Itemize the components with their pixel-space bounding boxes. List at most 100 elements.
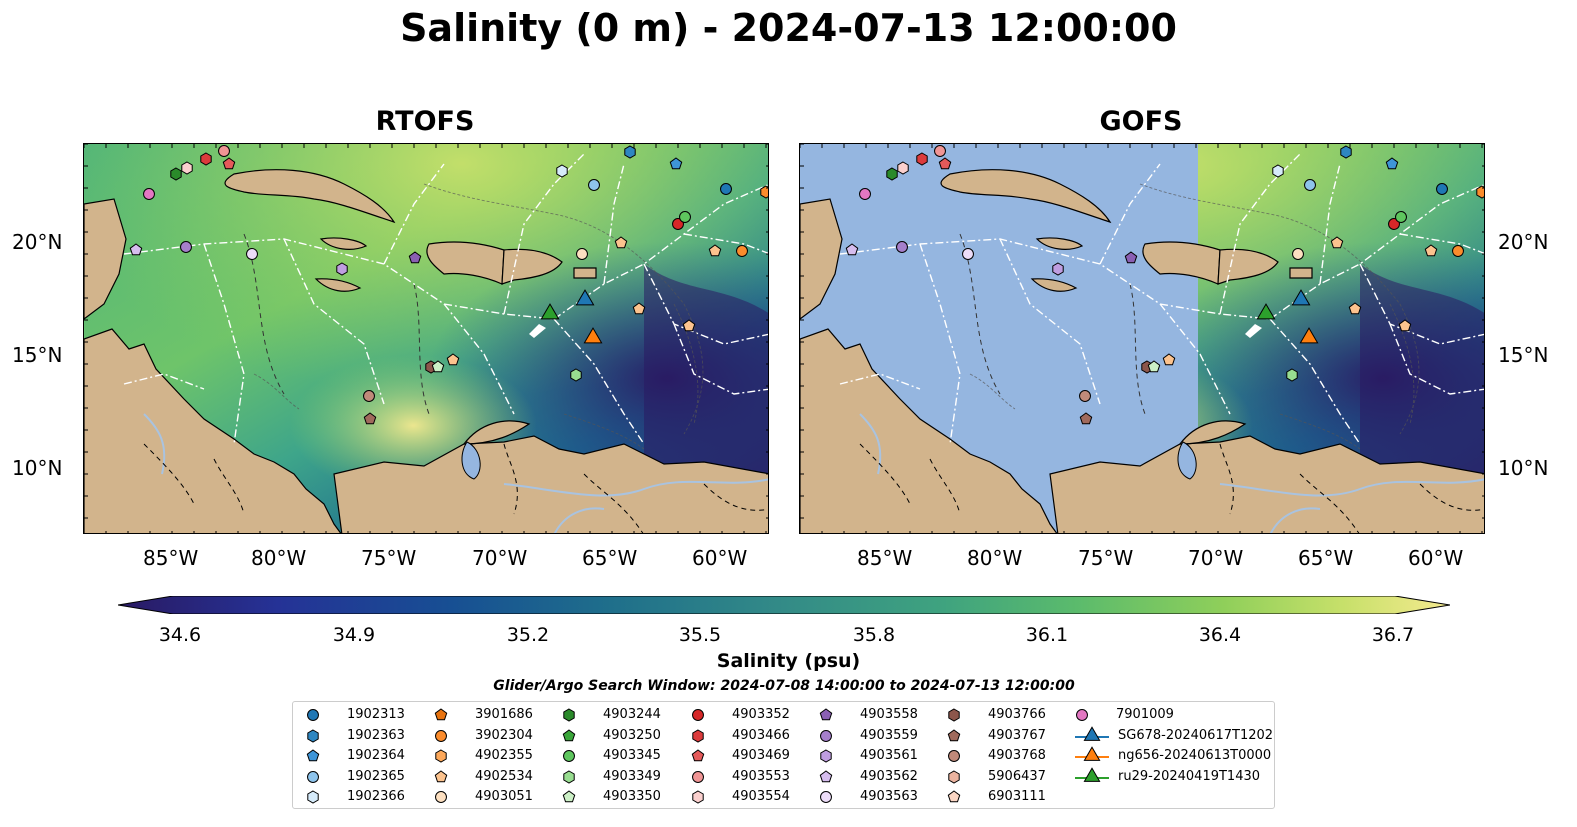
argo-float-marker [446,353,460,366]
legend: 1902313 1902363 1902364 1902365 1902366 39016… [292,701,1275,809]
left-ytick-20n: 20°N [12,230,63,254]
argo-float-marker [896,241,908,253]
cbar-tick-34-6: 34.6 [158,624,202,646]
legend-label: 4903563 [860,789,918,804]
rtofs-xtick-85w: 85°W [143,546,199,570]
argo-float-marker [1079,390,1091,402]
gofs-map [800,144,1484,533]
rtofs-xtick-70w: 70°W [472,546,528,570]
land-layer [800,169,1484,533]
legend-marker-icon [307,790,319,804]
land-layer [84,169,768,533]
legend-label: 4903250 [603,727,661,743]
argo-float-marker [1079,412,1093,425]
argo-float-marker [570,368,582,382]
legend-label: 1902365 [347,768,405,784]
panel-title-gofs: GOFS [1099,106,1183,137]
legend-label: 3902304 [475,727,533,743]
argo-float-marker [336,262,348,276]
gofs-xtick-80w: 80°W [967,546,1023,570]
legend-marker-icon [947,728,961,741]
argo-float-marker [129,243,143,256]
argo-float-marker [1476,185,1484,199]
argo-float-marker [736,245,748,257]
argo-float-marker [624,145,636,159]
legend-marker-icon [307,709,319,721]
argo-float-marker [1436,183,1448,195]
legend-marker-icon [947,790,961,803]
legend-marker-icon [692,728,704,743]
legend-label: 4903352 [732,707,790,722]
legend-label: 3901686 [475,707,533,722]
argo-float-marker [576,248,588,260]
rtofs-xtick-80w: 80°W [251,546,307,570]
legend-marker-icon [948,769,960,784]
panel-title-rtofs: RTOFS [375,106,475,137]
argo-float-marker [916,152,928,166]
legend-label: 7901009 [1116,707,1174,722]
gofs-xtick-70w: 70°W [1188,546,1244,570]
legend-label: 4902355 [475,748,533,763]
argo-float-marker [1424,244,1438,257]
legend-marker-icon [692,709,704,721]
glider-marker [583,327,603,344]
argo-float-marker [1398,319,1412,332]
legend-label: 4903244 [603,707,661,722]
argo-float-marker [859,188,871,200]
argo-float-marker [962,248,974,260]
legend-label: 4903345 [603,748,661,763]
argo-float-marker [1292,248,1304,260]
argo-float-marker [556,164,568,178]
legend-label: 1902364 [347,748,405,763]
legend-marker-icon [563,769,575,784]
legend-marker-icon [563,750,575,762]
right-ytick-15n: 15°N [1498,343,1549,367]
legend-label: 4903349 [603,768,661,784]
cbar-tick-34-9: 34.9 [332,624,376,646]
glider-marker [575,289,595,306]
argo-float-marker [1388,218,1400,230]
gofs-xtick-65w: 65°W [1298,546,1354,570]
rtofs-map-panel [83,143,769,534]
legend-marker-icon [434,708,448,721]
argo-float-marker [632,302,646,315]
figure-title: Salinity (0 m) - 2024-07-13 12:00:00 [400,6,1177,50]
argo-float-marker [170,167,182,181]
legend-marker-icon [819,769,833,782]
argo-float-marker [614,236,628,249]
glider-marker [1256,303,1276,320]
legend-label: 4903350 [603,789,661,804]
argo-float-marker [1162,353,1176,366]
argo-float-marker [682,319,696,332]
glider-marker [540,303,560,320]
argo-float-marker [1286,368,1298,382]
glider-track [529,324,546,338]
argo-float-marker [246,248,258,260]
legend-marker-icon [819,708,833,721]
legend-marker-icon [435,749,447,763]
argo-float-marker [669,157,683,170]
legend-marker-icon [691,749,705,762]
argo-float-marker [1272,164,1284,178]
argo-float-marker [845,243,859,256]
legend-marker-icon [948,708,960,722]
argo-float-marker [720,183,732,195]
right-ytick-10n: 10°N [1498,456,1549,480]
argo-float-marker [1395,211,1407,223]
argo-float-marker [708,244,722,257]
legend-label: 4903766 [988,707,1046,722]
gofs-map-panel [799,143,1485,534]
legend-label: 4903562 [860,768,918,784]
search-window-text: Glider/Argo Search Window: 2024-07-08 14… [493,678,1075,694]
argo-float-marker [1452,245,1464,257]
argo-float-marker [938,157,952,170]
legend-label: 4903767 [988,727,1046,743]
legend-marker-icon [307,728,319,743]
right-ytick-20n: 20°N [1498,230,1549,254]
argo-float-marker [1385,157,1399,170]
legend-marker-icon [562,790,576,803]
legend-marker-icon [1075,766,1109,782]
gofs-xtick-85w: 85°W [857,546,913,570]
cbar-tick-36-4: 36.4 [1198,624,1242,646]
argo-float-marker [1124,251,1138,264]
